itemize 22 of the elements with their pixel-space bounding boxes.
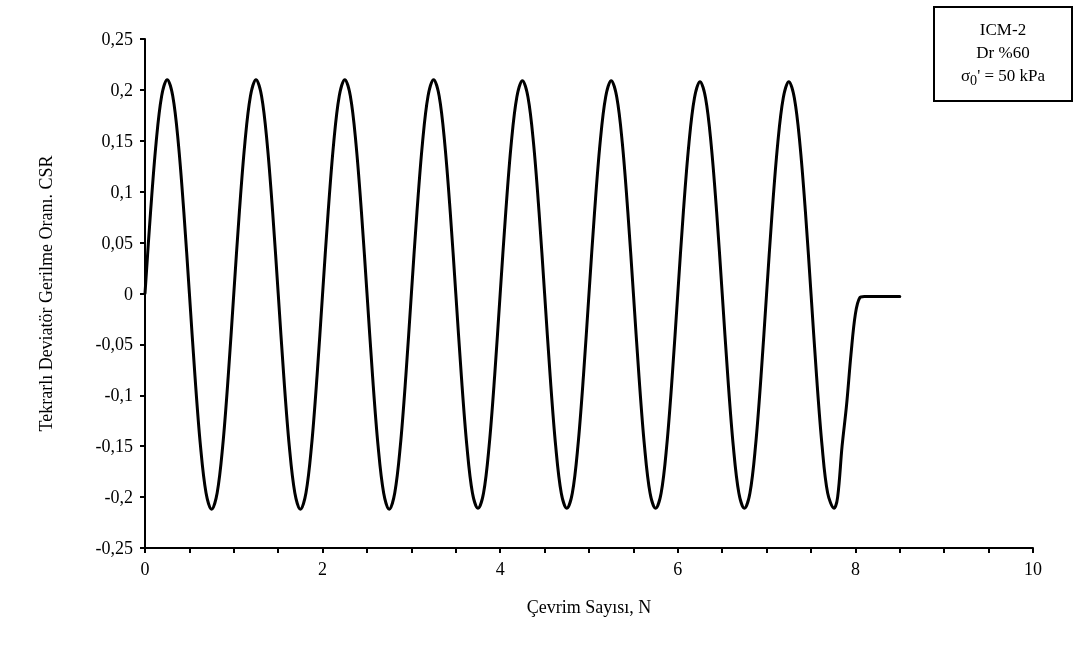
y-tick-label: -0,15 — [95, 436, 133, 457]
y-tick-label: 0,2 — [110, 79, 133, 100]
note-box: ICM-2 Dr %60 σ$_{0}$' = 50 kPa — [933, 6, 1073, 103]
x-tick-label: 6 — [673, 559, 683, 579]
annotation: σ$_{0}$' = 50 kPa — [959, 65, 1047, 91]
x-tick-label: 2 — [318, 559, 328, 579]
y-tick-label: 0,05 — [101, 232, 133, 253]
y-tick-label: -0,2 — [104, 487, 133, 508]
x-tick-label: 0 — [140, 559, 150, 579]
y-tick-label: -0,25 — [95, 538, 133, 558]
y-tick-label: -0,05 — [95, 334, 133, 355]
y-tick-label: -0,1 — [104, 385, 133, 406]
x-tick-label: 4 — [495, 559, 505, 579]
annotation: Dr %60 — [975, 42, 1031, 64]
y-axis-title: Tekrarlı Deviatör Gerilme Oranı. CSR — [36, 155, 56, 432]
x-axis-title: Çevrim Sayısı, N — [526, 597, 652, 617]
y-tick-label: 0,25 — [101, 29, 133, 49]
x-tick-label: 8 — [850, 559, 860, 579]
y-tick-label: 0,15 — [101, 130, 133, 151]
y-tick-label: 0 — [124, 283, 133, 304]
x-tick-label: 10 — [1024, 559, 1042, 579]
y-tick-label: 0,1 — [110, 181, 133, 202]
